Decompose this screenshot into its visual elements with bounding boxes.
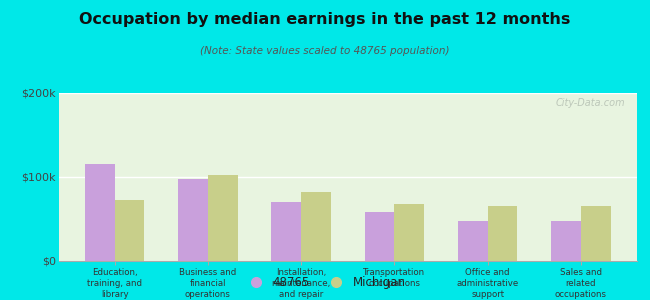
Bar xyxy=(551,221,581,261)
Bar xyxy=(365,212,395,261)
Bar xyxy=(114,200,144,261)
Text: City-Data.com: City-Data.com xyxy=(556,98,625,108)
Bar xyxy=(581,206,611,261)
Bar xyxy=(271,202,301,261)
Legend: 48765, Michigan: 48765, Michigan xyxy=(240,272,410,294)
Bar xyxy=(84,164,114,261)
Bar xyxy=(395,204,424,261)
Bar xyxy=(301,192,331,261)
Text: Occupation by median earnings in the past 12 months: Occupation by median earnings in the pas… xyxy=(79,12,571,27)
Bar xyxy=(178,179,208,261)
Bar xyxy=(208,175,238,261)
Bar xyxy=(488,206,517,261)
Text: (Note: State values scaled to 48765 population): (Note: State values scaled to 48765 popu… xyxy=(200,46,450,56)
Bar xyxy=(458,221,488,261)
